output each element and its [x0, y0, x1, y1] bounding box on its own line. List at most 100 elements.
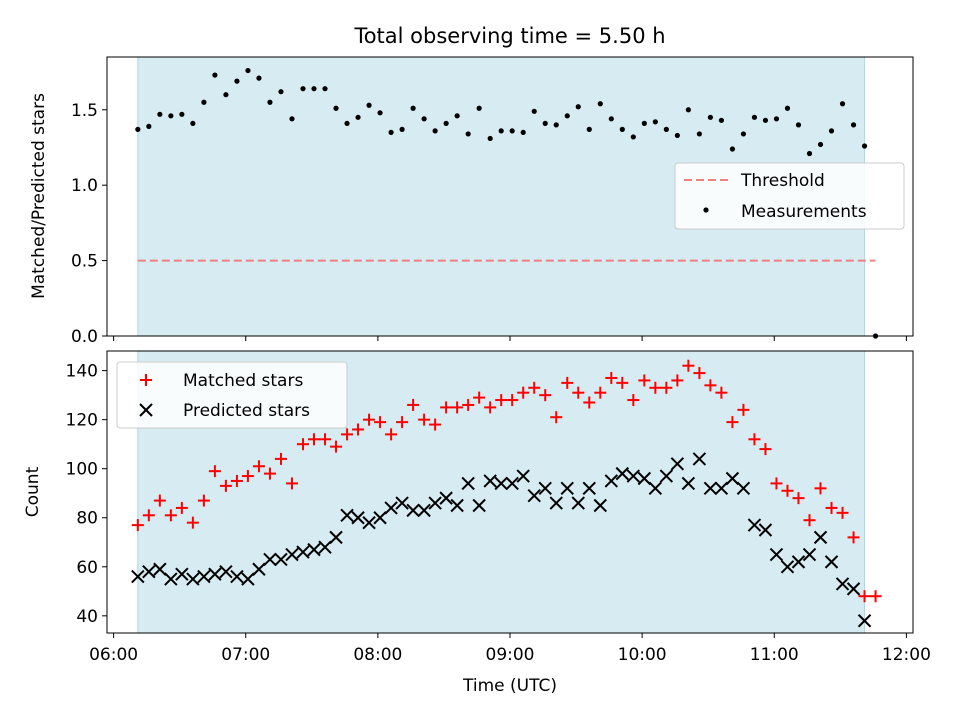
measurement-point [718, 117, 725, 123]
predicted-star-point [406, 503, 420, 518]
matched-star-point [517, 386, 530, 399]
predicted-star-point [593, 498, 607, 513]
predicted-star-point [384, 501, 398, 515]
measurement-point [146, 123, 152, 129]
measurement-point [608, 116, 614, 122]
predicted-star-point [780, 560, 795, 574]
measurement-point [586, 126, 592, 132]
measurement-point [630, 134, 636, 140]
measurement-point [520, 129, 526, 136]
matched-star-point [539, 389, 552, 402]
matched-star-point [241, 470, 254, 483]
measurement-point [256, 75, 262, 81]
matched-star-point [274, 452, 287, 465]
matched-star-point [759, 443, 772, 456]
matched-star-point [770, 477, 783, 490]
legend-predicted-swatch [139, 403, 153, 417]
measurement-point [388, 129, 394, 136]
matched-star-point [803, 514, 816, 527]
measurement-point [542, 120, 548, 126]
predicted-star-point [692, 452, 707, 466]
predicted-star-point [648, 481, 663, 496]
matched-star-point [594, 386, 607, 399]
legend-threshold-label: Threshold [740, 171, 825, 191]
predicted-star-point [362, 515, 376, 530]
measurement-point [476, 105, 482, 111]
bottom-y-tick-label: 140 [66, 362, 98, 382]
x-axis-label: Time (UTC) [462, 676, 557, 696]
bottom-legend: Matched stars Predicted stars [116, 361, 348, 429]
matched-star-point [352, 423, 365, 436]
bottom-x-tick-label: 10:00 [618, 645, 667, 665]
predicted-star-point [197, 569, 211, 584]
predicted-star-point [307, 542, 321, 557]
matched-star-point [715, 386, 728, 399]
top-y-tick-label: 1.5 [71, 101, 98, 121]
predicted-star-point [274, 552, 288, 567]
matched-star-point [153, 494, 166, 507]
predicted-star-point [681, 476, 696, 491]
matched-star-point [869, 590, 882, 603]
matched-star-point [186, 516, 199, 529]
matched-star-point [407, 398, 420, 411]
predicted-star-point [241, 572, 255, 586]
matched-star-point [208, 465, 221, 478]
predicted-star-point [164, 572, 178, 586]
matched-star-point [462, 398, 475, 411]
matched-star-point [506, 394, 519, 407]
bottom-x-tick-label: 11:00 [750, 645, 799, 665]
predicted-star-point [142, 564, 156, 579]
predicted-star-point [813, 530, 828, 545]
measurement-point [421, 116, 427, 122]
matched-star-point [263, 467, 276, 480]
matched-star-point [164, 509, 177, 522]
matched-star-point [847, 531, 860, 544]
matched-star-point [175, 501, 188, 514]
predicted-star-point [494, 476, 508, 491]
bottom-y-tick-label: 120 [66, 411, 98, 431]
measurement-point [245, 67, 251, 74]
matched-star-point [649, 381, 662, 394]
measurement-point [652, 119, 658, 125]
measurement-point [201, 99, 207, 105]
bottom-x-tick-label: 06:00 [89, 645, 138, 665]
matched-star-point [484, 401, 497, 414]
predicted-star-point [351, 511, 365, 525]
bottom-panel: 40 60 80 100 120 140 06:00 07:00 08:00 09:00 10:0… [23, 350, 931, 696]
measurement-point [487, 135, 493, 142]
predicted-star-point [252, 562, 266, 576]
matched-star-point [550, 411, 563, 424]
measurement-point [168, 113, 174, 119]
matched-star-point [660, 381, 673, 394]
bottom-plot-frame [106, 350, 914, 634]
predicted-star-point [538, 481, 552, 496]
predicted-star-point [736, 481, 751, 496]
predicted-star-point [659, 469, 674, 483]
predicted-star-point [483, 474, 497, 488]
matched-star-point [363, 413, 376, 426]
measurement-point [553, 122, 559, 128]
predicted-star-point [835, 577, 850, 591]
measurement-point [762, 117, 769, 123]
measurement-point [410, 105, 416, 111]
legend-matched-label: Matched stars [183, 371, 303, 391]
predicted-star-point [846, 582, 861, 596]
bottom-y-axis-label: Count [23, 466, 43, 517]
measurement-point [696, 131, 702, 137]
matched-star-point [142, 509, 155, 522]
top-y-tick-label: 0.5 [71, 252, 98, 272]
measurement-point [597, 101, 603, 107]
measurement-point [784, 105, 791, 111]
matched-star-point [473, 391, 486, 404]
measurement-point [685, 107, 691, 113]
bottom-y-tick-label: 80 [76, 509, 98, 529]
matched-star-point [792, 492, 805, 505]
measurement-point [344, 120, 350, 126]
matched-star-point [219, 479, 232, 492]
predicted-star-point [571, 496, 585, 510]
bottom-x-axis: 06:00 07:00 08:00 09:00 10:00 11:00 12:00 [89, 633, 931, 665]
matched-star-point [197, 494, 210, 507]
measurement-point [432, 128, 438, 134]
measurement-point [619, 126, 625, 132]
